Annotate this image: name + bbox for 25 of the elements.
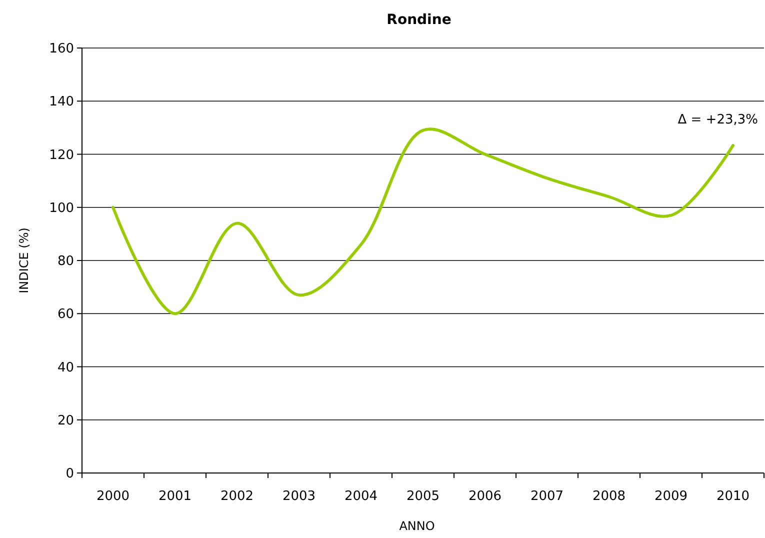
x-tick-label: 2009	[654, 489, 688, 504]
y-tick-label: 140	[49, 94, 74, 110]
x-axis-title: ANNO	[399, 519, 435, 533]
x-tick-label: 2007	[530, 489, 564, 504]
y-tick-label: 120	[49, 148, 74, 163]
y-tick-label: 20	[57, 413, 74, 428]
x-tick-label: 2010	[716, 489, 750, 504]
y-tick-label: 40	[57, 360, 74, 376]
y-tick-label: 60	[57, 307, 74, 322]
x-tick-label: 2005	[406, 489, 440, 504]
x-tick-label: 2000	[96, 489, 130, 504]
x-tick-label: 2001	[158, 489, 192, 504]
x-tick-label: 2008	[592, 489, 626, 504]
x-tick-label: 2002	[220, 489, 254, 504]
annotation: Δ = +23,3%	[678, 112, 758, 128]
y-tick-label: 160	[49, 42, 74, 57]
y-tick-label: 0	[66, 466, 74, 482]
y-tick-label: 100	[49, 200, 74, 216]
chart-title: Rondine	[386, 12, 452, 28]
line-series	[112, 128, 734, 316]
x-tick-label: 2004	[344, 489, 378, 504]
y-axis-title: INDICE (%)	[17, 228, 31, 294]
x-tick-label: 2003	[282, 489, 316, 504]
y-tick-label: 80	[57, 254, 74, 270]
x-tick-label: 2006	[468, 489, 502, 504]
